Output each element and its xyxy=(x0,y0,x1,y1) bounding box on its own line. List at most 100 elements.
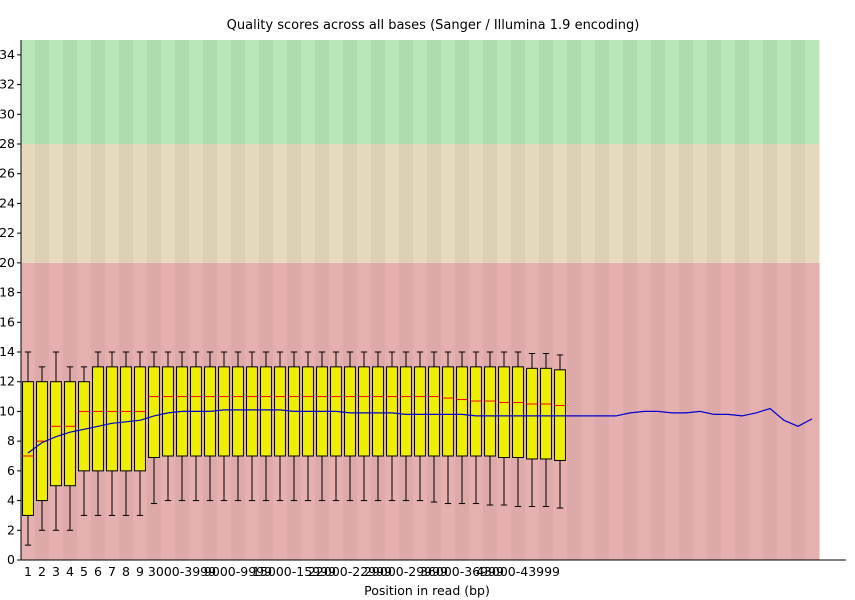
box-position-16 xyxy=(232,351,244,502)
zone-good-stripe xyxy=(175,40,190,144)
zone-reasonable-stripe xyxy=(441,144,456,263)
box-position-17 xyxy=(246,351,258,502)
zone-reasonable-stripe xyxy=(105,144,120,263)
zone-good-stripe xyxy=(469,40,484,144)
box-position-27 xyxy=(386,351,398,502)
zone-reasonable-stripe xyxy=(147,144,162,263)
zone-good-stripe xyxy=(91,40,106,144)
zone-reasonable-stripe xyxy=(581,144,596,263)
zone-reasonable-stripe xyxy=(21,144,36,263)
zone-reasonable-stripe xyxy=(203,144,218,263)
zone-reasonable-stripe xyxy=(679,144,694,263)
zone-reasonable-stripe xyxy=(175,144,190,263)
zone-good-stripe xyxy=(245,40,260,144)
zone-good-stripe xyxy=(483,40,498,144)
zone-good-stripe xyxy=(399,40,414,144)
box-position-7 xyxy=(106,351,118,516)
iqr-box xyxy=(526,367,538,460)
box-position-36 xyxy=(512,351,524,508)
x-tick-label: 4 xyxy=(66,564,74,579)
zone-reasonable-stripe xyxy=(231,144,246,263)
box-position-9 xyxy=(134,351,146,516)
zone-poor-stripe xyxy=(749,262,764,560)
zone-good-stripe xyxy=(749,40,764,144)
zone-good-stripe xyxy=(511,40,526,144)
zone-reasonable-stripe xyxy=(35,144,50,263)
chart-title: Quality scores across all bases (Sanger … xyxy=(227,18,640,33)
zone-reasonable-stripe xyxy=(539,144,554,263)
zone-good-stripe xyxy=(105,40,120,144)
zone-good-stripe xyxy=(581,40,596,144)
zone-reasonable-stripe xyxy=(77,144,92,263)
zone-good-stripe xyxy=(203,40,218,144)
zone-good-stripe xyxy=(343,40,358,144)
y-tick-label: 34 xyxy=(0,47,15,62)
mean-line-group xyxy=(27,407,813,454)
zone-reasonable-stripe xyxy=(63,144,78,263)
zone-good-stripe xyxy=(441,40,456,144)
zone-good-stripe xyxy=(49,40,64,144)
box-position-38 xyxy=(540,352,552,508)
zone-reasonable-stripe xyxy=(469,144,484,263)
x-tick-label: 22000-22999 xyxy=(308,564,392,579)
zone-poor-stripe xyxy=(791,262,806,560)
zone-reasonable-stripe xyxy=(777,144,792,263)
zone-good-stripe xyxy=(21,40,36,144)
y-tick-label: 4 xyxy=(7,493,15,508)
box-position-6 xyxy=(92,351,104,516)
box-position-11 xyxy=(162,351,174,502)
iqr-box xyxy=(92,366,104,472)
zone-poor-stripe xyxy=(777,262,792,560)
zone-reasonable-stripe xyxy=(399,144,414,263)
zone-good-stripe xyxy=(427,40,442,144)
x-tick-label: 8 xyxy=(122,564,130,579)
zone-good-stripe xyxy=(231,40,246,144)
zone-good-stripe xyxy=(161,40,176,144)
zone-good-stripe xyxy=(35,40,50,144)
box-position-18 xyxy=(260,351,272,502)
zone-good-stripe xyxy=(623,40,638,144)
zone-reasonable-stripe xyxy=(497,144,512,263)
y-tick-label: 20 xyxy=(0,255,15,270)
zone-good-stripe xyxy=(301,40,316,144)
iqr-box xyxy=(372,366,384,457)
zone-reasonable-stripe xyxy=(329,144,344,263)
zone-reasonable-stripe xyxy=(161,144,176,263)
y-tick-label: 32 xyxy=(0,77,15,92)
iqr-box xyxy=(274,366,286,457)
x-tick-label: 36000-36999 xyxy=(420,564,504,579)
zone-reasonable-stripe xyxy=(259,144,274,263)
zone-poor-stripe xyxy=(623,262,638,560)
x-axis-ticks: 1 2 3 4 5 6 7 8 9 3000-39999000-999915000-1599922… xyxy=(24,564,560,579)
zone-reasonable-stripe xyxy=(245,144,260,263)
zone-good-stripe xyxy=(595,40,610,144)
box-position-39 xyxy=(554,354,566,509)
iqr-box xyxy=(106,366,118,472)
zone-good-stripe xyxy=(315,40,330,144)
zone-poor-stripe xyxy=(567,262,582,560)
x-tick-label: 6 xyxy=(94,564,102,579)
zone-reasonable-stripe xyxy=(455,144,470,263)
x-tick-label: 2 xyxy=(38,564,46,579)
x-tick-label: 1 xyxy=(24,564,32,579)
y-tick-label: 14 xyxy=(0,344,15,359)
iqr-box xyxy=(78,381,90,472)
zone-good-stripe xyxy=(553,40,568,144)
quality-zone-bands xyxy=(21,40,820,560)
x-tick-label: 3000-3999 xyxy=(148,564,216,579)
x-tick-label: 29000-29999 xyxy=(364,564,448,579)
zone-poor-stripe xyxy=(805,262,820,560)
zone-poor-stripe xyxy=(609,262,624,560)
zone-good-stripe xyxy=(721,40,736,144)
iqr-box xyxy=(554,369,566,461)
iqr-box xyxy=(22,381,34,516)
iqr-box xyxy=(358,366,370,457)
zone-reasonable-stripe xyxy=(693,144,708,263)
box-position-32 xyxy=(456,351,468,505)
zone-good-stripe xyxy=(637,40,652,144)
box-position-8 xyxy=(120,351,132,516)
box-position-28 xyxy=(400,351,412,502)
zone-good-stripe xyxy=(77,40,92,144)
box-position-29 xyxy=(414,351,426,502)
iqr-box xyxy=(414,366,426,457)
